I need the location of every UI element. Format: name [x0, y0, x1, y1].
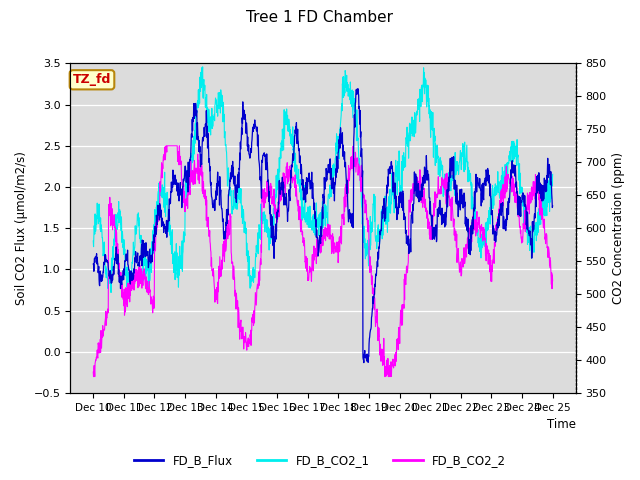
Text: Tree 1 FD Chamber: Tree 1 FD Chamber: [246, 10, 394, 24]
Y-axis label: Soil CO2 Flux (μmol/m2/s): Soil CO2 Flux (μmol/m2/s): [15, 151, 28, 305]
Text: TZ_fd: TZ_fd: [73, 73, 111, 86]
X-axis label: Time: Time: [547, 419, 575, 432]
Y-axis label: CO2 Concentration (ppm): CO2 Concentration (ppm): [612, 152, 625, 304]
Legend: FD_B_Flux, FD_B_CO2_1, FD_B_CO2_2: FD_B_Flux, FD_B_CO2_1, FD_B_CO2_2: [129, 449, 511, 472]
